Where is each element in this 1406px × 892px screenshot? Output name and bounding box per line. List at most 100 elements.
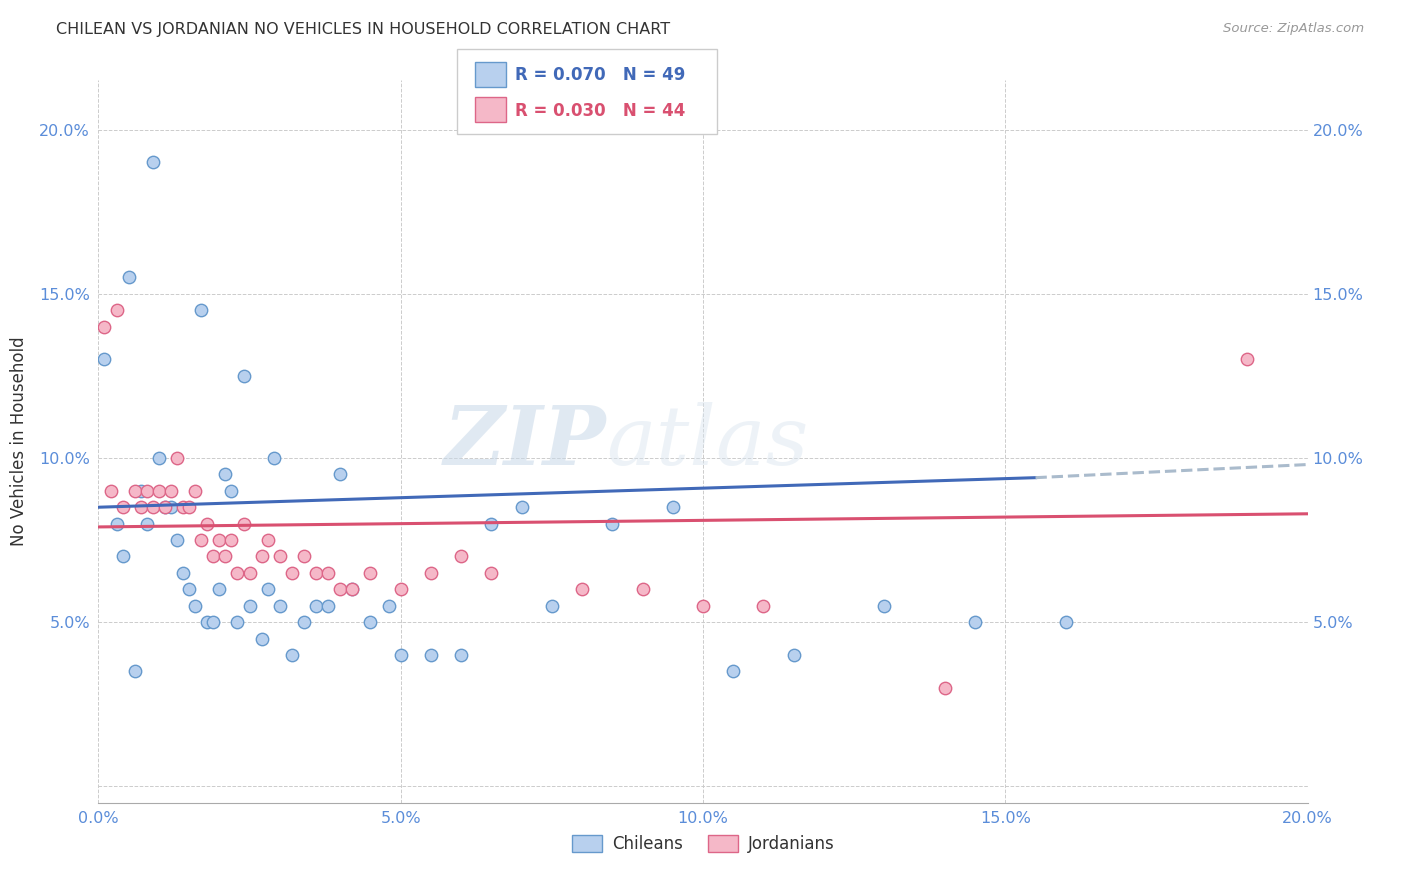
- Point: [377, 599, 399, 613]
- Point: [124, 665, 146, 679]
- Text: Source: ZipAtlas.com: Source: ZipAtlas.com: [1223, 22, 1364, 36]
- Point: [783, 648, 806, 662]
- Text: CHILEAN VS JORDANIAN NO VEHICLES IN HOUSEHOLD CORRELATION CHART: CHILEAN VS JORDANIAN NO VEHICLES IN HOUS…: [56, 22, 671, 37]
- Point: [190, 303, 212, 318]
- Point: [389, 648, 412, 662]
- Point: [184, 483, 207, 498]
- Point: [208, 533, 231, 547]
- Point: [389, 582, 412, 597]
- Point: [420, 648, 443, 662]
- Point: [305, 599, 328, 613]
- Point: [179, 500, 201, 515]
- Point: [172, 500, 194, 515]
- Point: [184, 599, 207, 613]
- Point: [129, 500, 152, 515]
- Point: [250, 632, 273, 646]
- Point: [221, 483, 243, 498]
- Point: [93, 319, 115, 334]
- Point: [934, 681, 956, 695]
- Point: [148, 483, 170, 498]
- Point: [281, 648, 304, 662]
- Point: [160, 483, 183, 498]
- Point: [153, 500, 176, 515]
- Point: [450, 549, 472, 564]
- Point: [148, 450, 170, 465]
- Legend: Chileans, Jordanians: Chileans, Jordanians: [565, 828, 841, 860]
- Point: [263, 450, 285, 465]
- Point: [135, 483, 157, 498]
- Point: [172, 566, 194, 580]
- Point: [195, 615, 218, 630]
- Point: [256, 582, 278, 597]
- Text: R = 0.030   N = 44: R = 0.030 N = 44: [515, 102, 685, 120]
- Point: [965, 615, 987, 630]
- Point: [190, 533, 212, 547]
- Point: [142, 500, 165, 515]
- Point: [195, 516, 218, 531]
- Point: [214, 549, 236, 564]
- Point: [661, 500, 683, 515]
- Point: [329, 467, 352, 482]
- Point: [723, 665, 745, 679]
- Point: [450, 648, 472, 662]
- Point: [214, 467, 236, 482]
- Point: [269, 549, 291, 564]
- Text: ZIP: ZIP: [444, 401, 606, 482]
- Point: [316, 566, 339, 580]
- Point: [269, 599, 291, 613]
- Point: [179, 582, 201, 597]
- Point: [111, 549, 134, 564]
- Text: R = 0.070   N = 49: R = 0.070 N = 49: [515, 66, 685, 84]
- Point: [100, 483, 122, 498]
- Point: [226, 566, 249, 580]
- Point: [602, 516, 624, 531]
- Point: [93, 352, 115, 367]
- Point: [292, 549, 315, 564]
- Point: [420, 566, 443, 580]
- Point: [692, 599, 714, 613]
- Point: [481, 566, 503, 580]
- Point: [540, 599, 562, 613]
- Point: [873, 599, 896, 613]
- Point: [342, 582, 364, 597]
- Point: [305, 566, 328, 580]
- Point: [129, 483, 152, 498]
- Y-axis label: No Vehicles in Household: No Vehicles in Household: [10, 336, 28, 547]
- Point: [256, 533, 278, 547]
- Point: [360, 615, 382, 630]
- Point: [135, 516, 157, 531]
- Point: [105, 303, 128, 318]
- Point: [232, 516, 254, 531]
- Point: [239, 566, 262, 580]
- Point: [166, 533, 188, 547]
- Point: [1054, 615, 1077, 630]
- Point: [342, 582, 364, 597]
- Point: [631, 582, 654, 597]
- Point: [160, 500, 183, 515]
- Point: [481, 516, 503, 531]
- Point: [202, 615, 225, 630]
- Point: [142, 155, 165, 169]
- Point: [202, 549, 225, 564]
- Point: [105, 516, 128, 531]
- Point: [1236, 352, 1258, 367]
- Point: [329, 582, 352, 597]
- Point: [292, 615, 315, 630]
- Point: [226, 615, 249, 630]
- Point: [221, 533, 243, 547]
- Point: [111, 500, 134, 515]
- Point: [124, 483, 146, 498]
- Point: [510, 500, 533, 515]
- Point: [166, 450, 188, 465]
- Point: [360, 566, 382, 580]
- Point: [316, 599, 339, 613]
- Point: [208, 582, 231, 597]
- Point: [239, 599, 262, 613]
- Point: [571, 582, 593, 597]
- Point: [281, 566, 304, 580]
- Text: atlas: atlas: [606, 401, 808, 482]
- Point: [250, 549, 273, 564]
- Point: [153, 500, 176, 515]
- Point: [232, 368, 254, 383]
- Point: [118, 270, 141, 285]
